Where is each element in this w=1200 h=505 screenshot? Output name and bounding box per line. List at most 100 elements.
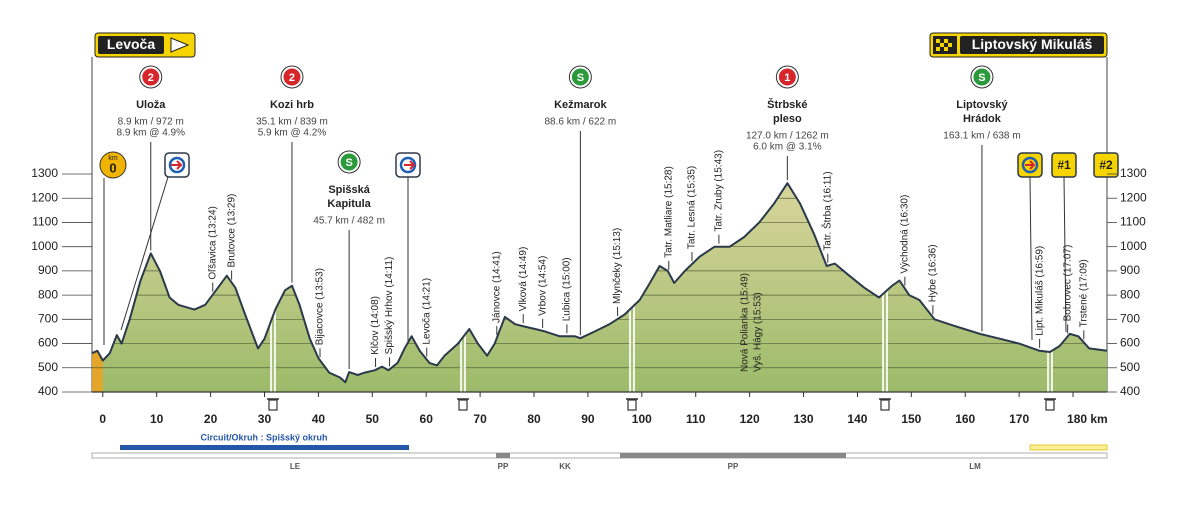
climb-badge (778, 68, 796, 86)
climb-category: 2 (148, 72, 154, 84)
climb-name: Štrbské (767, 98, 807, 111)
climb-badge (571, 68, 589, 86)
region-label: PP (728, 462, 739, 471)
climb-info: 163.1 km / 638 m (943, 131, 1020, 142)
place-label: Klčov (14:08) (370, 296, 381, 355)
sprint-box (1093, 152, 1119, 178)
climb-info: 45.7 km / 482 m (313, 216, 385, 227)
sprint-icon (120, 152, 190, 331)
climb-name: Hrádok (963, 113, 1002, 125)
x-tick-label: 110 (686, 412, 706, 426)
place-label: Tatr. Lesná (15:35) (687, 166, 698, 249)
climb-name: Spišská (328, 184, 370, 196)
region-segment (496, 453, 510, 458)
place-label: Trstené (17:09) (1078, 259, 1089, 327)
place-label: Lipt. Mikuláš (16:59) (1034, 246, 1045, 336)
climb-category: S (577, 72, 584, 84)
y-tick-label: 1300 (31, 166, 58, 180)
x-tick-label: 20 (204, 412, 218, 426)
climb-badge (283, 68, 301, 86)
y-tick-label: 600 (38, 336, 58, 350)
climb-info: 8.9 km / 972 m (118, 117, 184, 128)
x-tick-label: 30 (258, 412, 272, 426)
y-tick-label-right: 1100 (1120, 215, 1146, 229)
sprint-label: #2 (1099, 158, 1113, 172)
region-label: LE (290, 462, 301, 471)
finish-label-bg (960, 36, 1104, 54)
place-label: Ľubica (15:00) (562, 257, 573, 321)
climb-info: 88.6 km / 622 m (545, 117, 617, 128)
climb-name: pleso (773, 113, 802, 125)
y-tick-label-right: 400 (1120, 384, 1140, 398)
x-tick-label: 130 (794, 412, 814, 426)
feed-zone-icon (879, 398, 891, 411)
place-label: Východná (16:30) (900, 195, 911, 274)
y-tick-label: 500 (38, 360, 58, 374)
x-tick-label: 100 (632, 412, 652, 426)
climb-name: Kapitula (327, 198, 371, 210)
leader (1063, 176, 1067, 333)
feed-zone-icon (267, 398, 279, 411)
finish-circuit-bar (1029, 444, 1108, 451)
bin (458, 399, 468, 411)
climb-name: Uloža (136, 99, 166, 111)
place-label: Oľšavica (13:24) (207, 206, 218, 280)
finish-flag-checks (936, 39, 952, 51)
climb-name: Liptovský (956, 99, 1008, 111)
region-strip (91, 452, 1108, 459)
bin (1045, 399, 1055, 411)
bin (268, 399, 278, 411)
y-tick-label-right: 1300 (1120, 166, 1147, 180)
sprint-label: #1 (1057, 158, 1071, 172)
y-tick-label: 900 (38, 263, 58, 277)
climb-badge (973, 68, 991, 86)
circuit-bar (120, 445, 409, 450)
feed-zone-stripe-gap (272, 183, 274, 392)
region-label: KK (559, 462, 571, 471)
climb-category: 2 (289, 72, 295, 84)
climb-badge (142, 68, 160, 86)
x-tick-label: 60 (420, 412, 434, 426)
bin (880, 399, 890, 411)
place-label: Tatr. Zruby (15:43) (714, 150, 725, 232)
place-label: Vlková (14:49) (518, 247, 529, 311)
y-tick-label: 1000 (31, 239, 58, 253)
feed-zone-stripe-gap (462, 183, 464, 392)
circuit-label: Circuit/Okruh : Spišský okruh (200, 432, 327, 442)
y-tick-label: 800 (38, 287, 58, 301)
x-tick-label: 10 (150, 412, 164, 426)
bin (627, 399, 637, 411)
x-tick-label: 70 (473, 412, 487, 426)
place-label: Nová Polianka (15:49) (739, 273, 750, 372)
feed-zone-stripe-gap (884, 183, 886, 392)
finish-flag (933, 36, 957, 54)
place-label: Bobrovec (17:07) (1062, 245, 1073, 322)
y-tick-label-right: 1200 (1120, 190, 1147, 204)
y-tick-label-right: 900 (1120, 263, 1140, 277)
place-label: Brutovce (13:29) (226, 194, 237, 268)
finish-label: Liptovský Mikuláš (972, 36, 1093, 52)
km-badge (99, 151, 127, 179)
climb-category: S (978, 72, 985, 84)
region-label: PP (498, 462, 509, 471)
x-tick-label: 80 (527, 412, 541, 426)
climb-info: 8.9 km @ 4.9% (116, 128, 185, 139)
profile-area (92, 183, 1107, 392)
y-tick-label: 1100 (32, 215, 58, 229)
y-tick-label-right: 800 (1120, 287, 1140, 301)
climb-info: 35.1 km / 839 m (256, 117, 328, 128)
place-label: Tatr. Matliare (15:28) (663, 166, 674, 258)
climb-badge (340, 153, 358, 171)
x-tick-label: 90 (581, 412, 595, 426)
start-arrow (170, 37, 190, 53)
km-badge-value: 0 (109, 160, 116, 175)
climb-info: 6.0 km @ 3.1% (753, 142, 822, 153)
place-label: Levoča (14:21) (421, 278, 432, 345)
region-label: LM (969, 462, 981, 471)
start-label-bg (98, 36, 164, 54)
sprint-icon (1017, 152, 1043, 341)
place-label: Jánovce (14:41) (491, 251, 502, 323)
feed-zone-icon (626, 398, 638, 411)
y-tick-label: 700 (38, 312, 58, 326)
y-tick-label-right: 600 (1120, 336, 1140, 350)
